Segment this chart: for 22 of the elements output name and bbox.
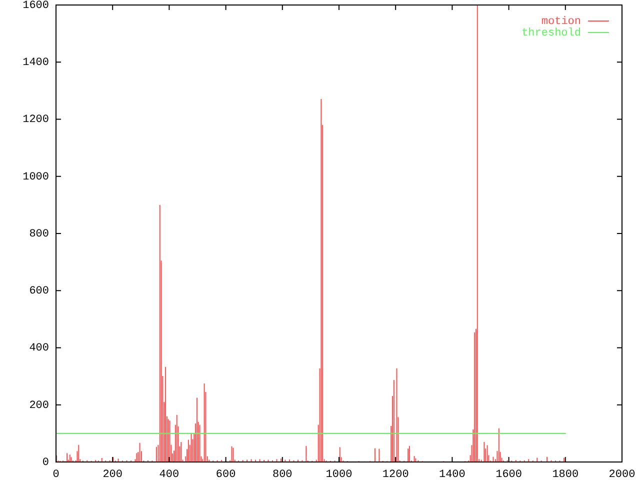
x-tick-label: 1200 xyxy=(382,468,409,480)
x-tick-label: 1800 xyxy=(552,468,579,480)
legend-label: threshold xyxy=(522,27,581,40)
y-tick-label: 0 xyxy=(42,456,49,469)
y-tick-label: 1200 xyxy=(22,114,49,126)
x-tick-label: 600 xyxy=(216,468,236,480)
y-tick-label: 1400 xyxy=(22,57,49,70)
y-tick-label: 800 xyxy=(29,228,49,240)
x-tick-label: 1400 xyxy=(438,468,466,480)
x-tick-label: 2000 xyxy=(608,468,636,480)
x-tick-label: 1000 xyxy=(326,468,352,480)
x-tick-label: 1600 xyxy=(496,468,522,480)
y-tick-label: 600 xyxy=(29,286,49,298)
x-tick-label: 0 xyxy=(52,468,60,480)
y-tick-label: 200 xyxy=(29,400,49,412)
x-tick-label: 400 xyxy=(159,468,180,480)
x-tick-label: 800 xyxy=(272,468,292,480)
legend-label: motion xyxy=(541,16,581,28)
y-tick-label: 1000 xyxy=(22,171,49,184)
y-tick-label: 1600 xyxy=(22,0,49,12)
x-tick-label: 200 xyxy=(102,468,123,480)
y-tick-label: 400 xyxy=(29,342,49,355)
